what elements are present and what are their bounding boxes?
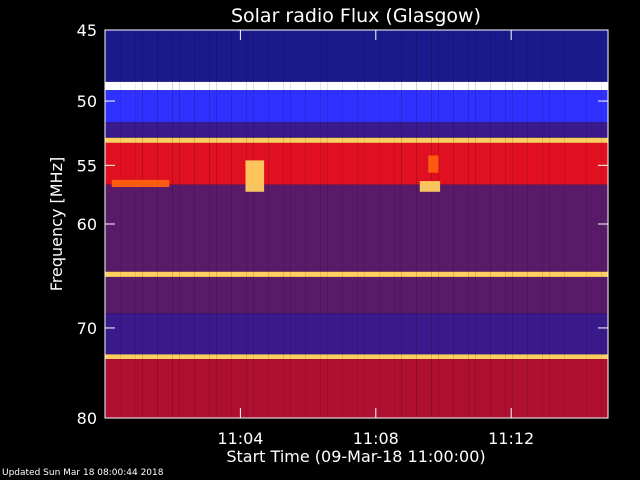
texture-stripe bbox=[431, 30, 432, 418]
y-axis-label: Frequency [MHz] bbox=[47, 157, 66, 291]
texture-stripe bbox=[564, 30, 565, 418]
frequency-band-2 bbox=[105, 81, 608, 91]
texture-stripe bbox=[512, 30, 513, 418]
plot-axes: 11:04 11:08 11:12 45 50 55 60 70 80 bbox=[77, 21, 609, 448]
frequency-band-0 bbox=[105, 30, 608, 36]
texture-stripe bbox=[305, 30, 306, 418]
y-tick-label: 50 bbox=[77, 92, 97, 111]
frequency-band-8 bbox=[105, 228, 608, 272]
texture-stripe bbox=[416, 30, 417, 418]
texture-stripe bbox=[209, 30, 210, 418]
frequency-band-5 bbox=[105, 137, 608, 143]
x-tick-label: 11:08 bbox=[353, 429, 399, 448]
texture-stripe bbox=[475, 30, 476, 418]
texture-stripe bbox=[342, 30, 343, 418]
texture-stripe bbox=[194, 30, 195, 418]
texture-stripe bbox=[527, 30, 528, 418]
y-tick-label: 70 bbox=[77, 319, 97, 338]
texture-stripe bbox=[320, 30, 321, 418]
texture-stripe bbox=[216, 30, 217, 418]
texture-stripe bbox=[542, 30, 543, 418]
texture-stripe bbox=[172, 30, 173, 418]
y-tick-label: 45 bbox=[77, 21, 97, 40]
texture-stripe bbox=[586, 30, 587, 418]
texture-stripe bbox=[253, 30, 254, 418]
texture-stripe bbox=[157, 30, 158, 418]
texture-stripe bbox=[179, 30, 180, 418]
texture-stripe bbox=[505, 30, 506, 418]
frequency-band-13 bbox=[105, 359, 608, 418]
texture-stripe bbox=[438, 30, 439, 418]
radio-burst-0 bbox=[111, 179, 170, 188]
x-tick-label: 11:12 bbox=[488, 429, 534, 448]
texture-stripe bbox=[135, 30, 136, 418]
radio-burst-2 bbox=[419, 181, 441, 192]
texture-stripe bbox=[379, 30, 380, 418]
texture-stripe bbox=[490, 30, 491, 418]
x-axis-label: Start Time (09-Mar-18 11:00:00) bbox=[226, 447, 485, 466]
texture-stripe bbox=[327, 30, 328, 418]
texture-stripe bbox=[357, 30, 358, 418]
texture-stripe bbox=[268, 30, 269, 418]
frequency-band-7 bbox=[105, 184, 608, 229]
y-tick-label: 55 bbox=[77, 156, 97, 175]
texture-stripe bbox=[468, 30, 469, 418]
texture-stripe bbox=[549, 30, 550, 418]
frequency-band-10 bbox=[105, 276, 608, 314]
texture-stripe bbox=[231, 30, 232, 418]
x-tick-label: 11:04 bbox=[217, 429, 263, 448]
updated-timestamp: Updated Sun Mar 18 08:00:44 2018 bbox=[2, 468, 164, 478]
y-tick-label: 60 bbox=[77, 215, 97, 234]
frequency-band-9 bbox=[105, 271, 608, 277]
frequency-band-11 bbox=[105, 313, 608, 355]
frequency-band-3 bbox=[105, 90, 608, 123]
texture-stripe bbox=[283, 30, 284, 418]
texture-stripe bbox=[401, 30, 402, 418]
chart-title: Solar radio Flux (Glasgow) bbox=[231, 5, 481, 27]
frequency-band-6 bbox=[105, 142, 608, 185]
radio-burst-3 bbox=[428, 155, 439, 173]
frequency-band-4 bbox=[105, 122, 608, 138]
texture-stripe bbox=[453, 30, 454, 418]
texture-stripe bbox=[364, 30, 365, 418]
spectrogram-heatmap bbox=[105, 30, 608, 418]
frequency-band-12 bbox=[105, 354, 608, 360]
texture-stripe bbox=[246, 30, 247, 418]
texture-stripe bbox=[142, 30, 143, 418]
y-tick-label: 80 bbox=[77, 409, 97, 428]
texture-stripe bbox=[394, 30, 395, 418]
radio-burst-1 bbox=[245, 160, 265, 192]
frequency-band-1 bbox=[105, 35, 608, 82]
texture-stripe bbox=[120, 30, 121, 418]
texture-stripe bbox=[290, 30, 291, 418]
